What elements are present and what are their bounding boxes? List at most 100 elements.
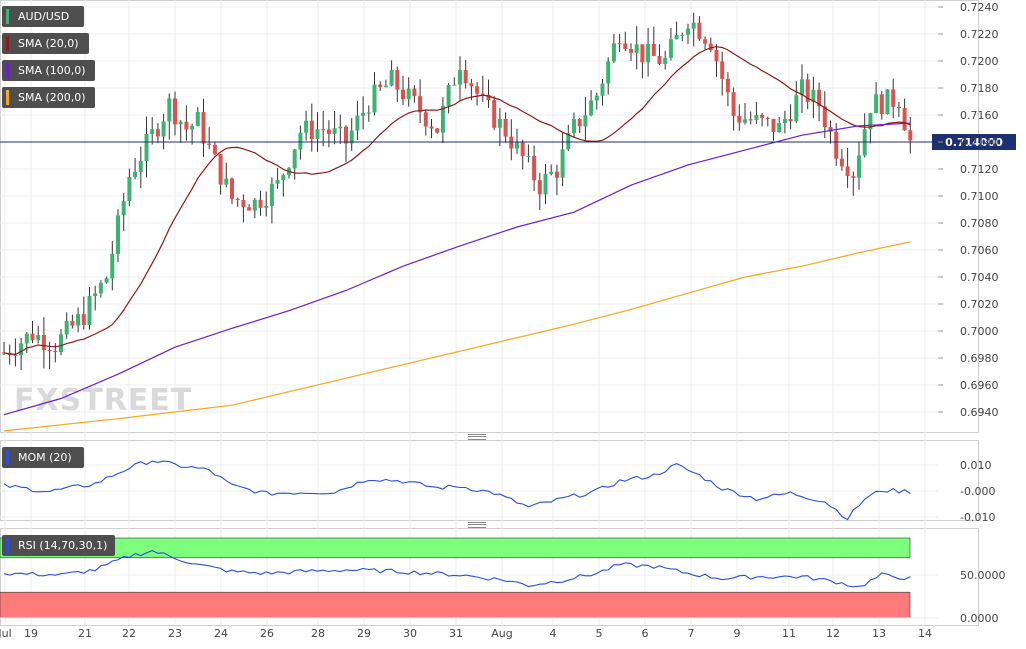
x-tick-label: 13 <box>872 627 886 640</box>
candle-body <box>697 22 702 40</box>
candle-body <box>663 57 668 64</box>
candle-body <box>138 161 143 173</box>
candle-body <box>110 253 115 279</box>
candle-body <box>606 61 611 84</box>
x-tick-label: 9 <box>734 627 741 640</box>
x-tick-label: 12 <box>826 627 840 640</box>
y-tick-label: 0.7180 <box>960 82 999 95</box>
y-tick-label: 0.7020 <box>960 298 999 311</box>
pane-frame-1 <box>0 0 979 433</box>
candle-body <box>589 100 594 116</box>
candle-body <box>150 129 155 134</box>
candle-body <box>378 84 383 88</box>
candle-body <box>269 183 274 206</box>
candle-body <box>230 178 234 199</box>
candle-body <box>617 43 622 45</box>
candle-body <box>412 88 417 97</box>
legend-mom[interactable]: MOM (20) <box>2 447 84 468</box>
x-tick-label: Aug <box>491 627 512 640</box>
candle-body <box>13 355 18 357</box>
candle-body <box>515 142 519 149</box>
mom-label: MOM (20) <box>18 451 72 464</box>
candle-body <box>36 334 41 341</box>
watermark: FXSTREET <box>14 383 192 418</box>
sma-20-line <box>3 46 911 356</box>
candle-body <box>161 121 166 137</box>
candle-body <box>543 173 548 195</box>
candle-body <box>634 44 639 53</box>
candle-body <box>714 50 719 62</box>
candle-body <box>133 172 138 177</box>
candle-body <box>423 112 428 127</box>
mom-tick-label: -0.000 <box>960 485 995 498</box>
current-price-label-bg <box>932 134 1016 150</box>
candle-body <box>720 61 725 79</box>
candle-body <box>629 49 633 53</box>
candle-body <box>879 94 884 115</box>
candle-body <box>235 198 240 200</box>
pane-resize-handle-mom[interactable] <box>468 434 486 440</box>
symbol-swatch <box>6 9 9 24</box>
legend-sma-200[interactable]: SMA (200,0) <box>2 87 95 108</box>
candle-body <box>70 320 75 326</box>
candle-body <box>207 143 212 145</box>
candle-body <box>560 149 565 178</box>
candle-body <box>520 142 525 157</box>
candle-body <box>144 133 149 162</box>
sma-200-line <box>3 241 911 432</box>
rsi-swatch <box>6 538 9 553</box>
sma-200-swatch <box>6 90 9 105</box>
candle-body <box>794 95 799 122</box>
candle-body <box>475 86 480 94</box>
candle-body <box>401 89 405 100</box>
legend-rsi[interactable]: RSI (14,70,30,1) <box>2 535 115 556</box>
candle-body <box>777 123 782 133</box>
candle-body <box>458 70 462 85</box>
candle-body <box>258 199 263 208</box>
pane-resize-handle-rsi[interactable] <box>468 522 486 528</box>
candle-body <box>594 95 599 101</box>
candle-body <box>195 112 200 126</box>
candle-body <box>748 119 753 121</box>
candle-body <box>247 207 252 211</box>
candle-body <box>121 201 126 216</box>
candle-body <box>492 100 497 128</box>
x-tick-label: 28 <box>311 627 325 640</box>
candle-body <box>395 70 400 90</box>
candle-body <box>851 176 856 178</box>
candle-body <box>782 119 787 124</box>
legend-sma-100[interactable]: SMA (100,0) <box>2 60 95 81</box>
candle-body <box>857 155 861 178</box>
candle-body <box>623 43 628 50</box>
candle-body <box>252 199 257 211</box>
legend-sma-20[interactable]: SMA (20,0) <box>2 33 89 54</box>
sma-100-label: SMA (100,0) <box>18 64 86 77</box>
y-tick-label: 0.7140 <box>960 136 999 149</box>
x-tick-label: 7 <box>688 627 695 640</box>
y-tick-label: 0.7000 <box>960 325 999 338</box>
candle-body <box>760 114 765 118</box>
y-tick-label: 0.7060 <box>960 244 999 257</box>
x-tick-label: 19 <box>24 627 38 640</box>
candle-body <box>908 130 913 141</box>
x-tick-label: 5 <box>596 627 603 640</box>
candle-body <box>224 178 229 185</box>
candle-body <box>657 55 662 64</box>
legend-symbol[interactable]: AUD/USD <box>2 6 84 27</box>
candle-body <box>87 296 92 326</box>
candle-body <box>81 314 86 326</box>
candle-body <box>611 43 616 62</box>
x-tick-label: 6 <box>642 627 649 640</box>
candle-body <box>839 158 844 167</box>
candle-body <box>788 119 793 122</box>
y-tick-label: 0.7080 <box>960 217 999 230</box>
candle-body <box>828 127 833 132</box>
candle-body <box>47 350 52 352</box>
x-tick-label: 23 <box>168 627 182 640</box>
candle-body <box>703 39 708 44</box>
candle-body <box>686 28 690 35</box>
candle-body <box>355 115 360 131</box>
candle-body <box>406 88 411 100</box>
